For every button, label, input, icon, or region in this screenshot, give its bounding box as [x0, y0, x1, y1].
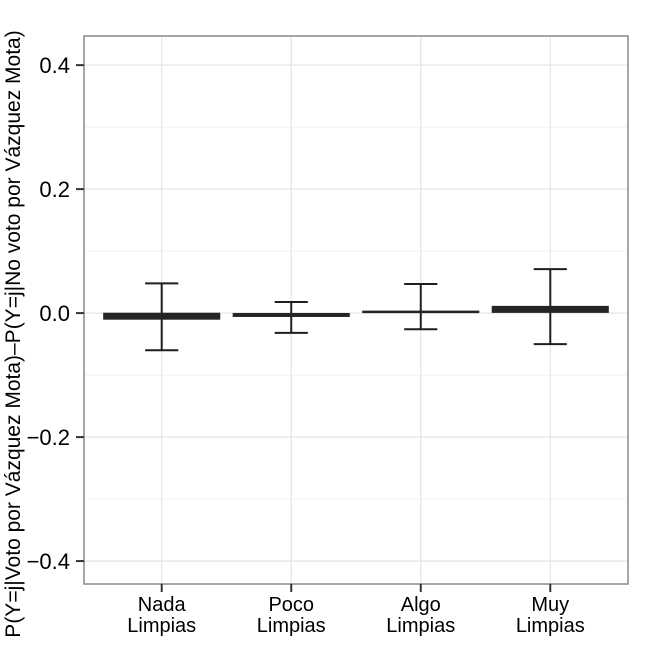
error-bar-group — [103, 282, 221, 352]
x-category-label: Algo Limpias — [386, 594, 455, 637]
x-category-label: Nada Limpias — [127, 594, 196, 637]
y-tick-label: 0.0 — [39, 301, 70, 326]
x-category-label: Muy Limpias — [516, 594, 585, 637]
estimate-bar — [103, 312, 221, 320]
x-category-label: Poco Limpias — [257, 594, 326, 637]
error-bar-group — [491, 268, 609, 346]
error-bars-layer — [103, 268, 609, 352]
panel-border — [83, 35, 629, 585]
y-tick-label: −0.4 — [27, 549, 70, 574]
estimate-bar — [362, 310, 480, 314]
y-tick-label: 0.2 — [39, 177, 70, 202]
y-axis-label: P(Y=j|Voto por Vázquez Mota)–P(Y=j|No vo… — [2, 30, 25, 637]
axes-layer: 0.4 0.2 0.0 −0.2 −0.4 Nada Limpias Poco Limpias A… — [27, 53, 585, 637]
estimate-bar — [232, 312, 350, 317]
panel-border-layer — [83, 35, 629, 585]
error-bar-group — [232, 300, 350, 334]
y-tick-label: 0.4 — [39, 53, 70, 78]
y-tick-label: −0.2 — [27, 425, 70, 450]
minor-gridlines — [84, 126, 628, 500]
error-bar-group — [362, 282, 480, 331]
estimate-bar — [491, 305, 609, 313]
